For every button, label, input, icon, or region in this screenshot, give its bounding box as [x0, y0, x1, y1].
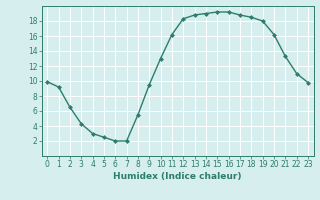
X-axis label: Humidex (Indice chaleur): Humidex (Indice chaleur): [113, 172, 242, 181]
